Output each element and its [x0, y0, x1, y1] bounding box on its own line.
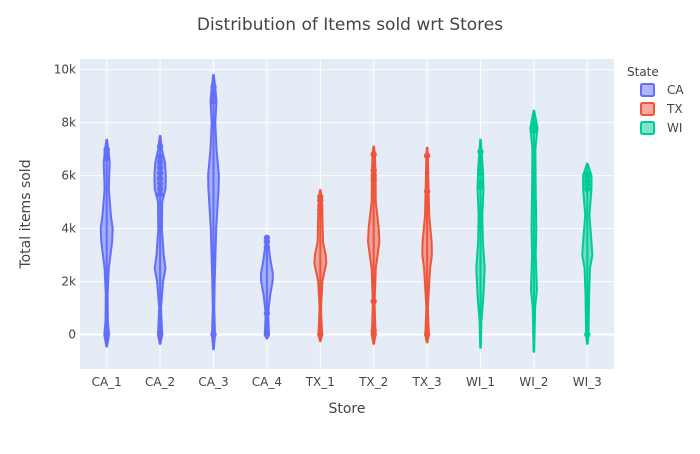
outlier-point [156, 190, 164, 198]
legend: State CA TX WI [627, 65, 684, 135]
x-axis-label: Store [328, 401, 365, 417]
outlier-point [530, 122, 538, 129]
outlier-point [103, 331, 110, 338]
violin-wi-2 [529, 109, 539, 353]
outlier-point [477, 148, 484, 155]
y-axis-ticks: 0 2k 4k 6k 8k 10k [54, 63, 76, 342]
violin-tx-3 [421, 146, 433, 344]
outlier-point [370, 327, 377, 334]
legend-title: State [627, 65, 659, 79]
outlier-point [423, 152, 431, 159]
x-tick-label: WI_2 [519, 375, 548, 389]
outlier-point [370, 298, 377, 305]
violin-tx-1 [313, 189, 328, 343]
outlier-point [156, 159, 164, 166]
legend-item-tx[interactable]: TX [640, 102, 683, 116]
legend-swatch [640, 121, 655, 135]
legend-label: WI [667, 121, 682, 135]
violin-ca-2 [153, 134, 167, 345]
legend-swatch [640, 102, 655, 116]
x-tick-label: TX_1 [305, 375, 335, 389]
y-tick-label: 6k [61, 169, 76, 183]
outlier-point [156, 169, 164, 177]
x-axis-ticks: CA_1 CA_2 CA_3 CA_4 TX_1 TX_2 TX_3 WI_1 WI_2 WI_3 [92, 375, 602, 389]
outlier-point [477, 167, 484, 174]
legend-swatch [640, 83, 655, 97]
outlier-point [210, 83, 217, 91]
chart-title: Distribution of Items sold wrt Stores [197, 15, 503, 35]
outlier-point [263, 243, 271, 251]
outlier-point [317, 193, 324, 200]
outlier-point [156, 180, 164, 187]
outlier-point [423, 331, 431, 338]
legend-item-wi[interactable]: WI [640, 121, 682, 135]
outlier-point [370, 172, 377, 179]
legend-label: CA [667, 83, 684, 97]
violin-tx-2 [367, 145, 381, 345]
plot-area [80, 59, 614, 369]
outlier-point [156, 185, 164, 193]
outlier-point [156, 143, 164, 150]
outlier-point [370, 151, 377, 158]
outlier-point [584, 171, 591, 178]
violin-ca-3 [207, 73, 220, 351]
violin-wi-1 [475, 138, 486, 349]
legend-item-ca[interactable]: CA [640, 83, 684, 97]
outlier-point [263, 310, 271, 317]
outlier-point [423, 188, 431, 195]
outlier-point [477, 179, 484, 186]
outlier-point [584, 331, 591, 338]
outlier-point [210, 331, 217, 338]
outlier-point [156, 164, 164, 171]
x-tick-label: WI_1 [466, 375, 495, 389]
legend-label: TX [666, 102, 683, 116]
violin-ca-4 [259, 234, 274, 340]
outlier-point [263, 234, 271, 242]
x-tick-label: WI_3 [573, 375, 602, 389]
y-tick-label: 0 [68, 328, 76, 342]
x-tick-label: CA_4 [252, 375, 282, 389]
outlier-point [263, 331, 271, 338]
outlier-point [210, 91, 217, 98]
outlier-point [370, 167, 377, 174]
violin-wi-3 [581, 162, 594, 345]
x-tick-label: TX_3 [412, 375, 442, 389]
outlier-point [156, 175, 164, 182]
y-tick-label: 4k [61, 222, 76, 236]
outlier-point [156, 331, 164, 338]
outlier-point [317, 202, 324, 210]
x-tick-label: CA_1 [92, 375, 122, 389]
outlier-point [156, 153, 164, 161]
y-tick-label: 2k [61, 275, 76, 289]
violin-ca-1 [99, 138, 114, 348]
y-axis-label: Total items sold [18, 159, 34, 269]
outlier-point [317, 331, 324, 338]
x-tick-label: CA_2 [145, 375, 175, 389]
x-tick-label: TX_2 [358, 375, 388, 389]
x-tick-label: CA_3 [198, 375, 228, 389]
outlier-point [103, 145, 110, 153]
y-tick-label: 8k [61, 116, 76, 130]
y-tick-label: 10k [54, 63, 76, 77]
violins [99, 73, 594, 353]
